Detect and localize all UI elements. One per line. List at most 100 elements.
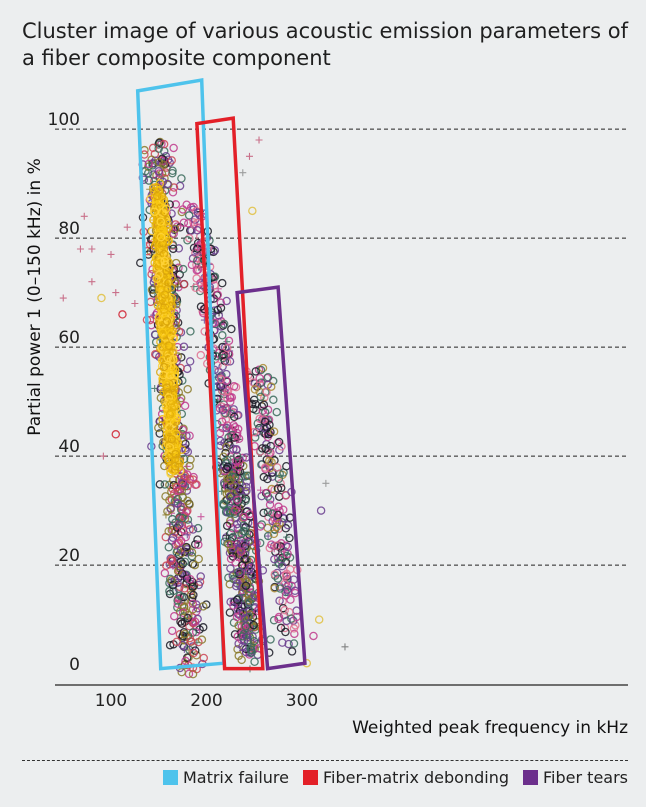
data-point	[274, 474, 284, 484]
data-point	[162, 317, 172, 326]
data-point	[155, 480, 165, 489]
data-point	[219, 319, 229, 329]
data-point	[251, 399, 260, 409]
data-point	[187, 260, 197, 270]
data-point	[154, 192, 163, 202]
data-point	[185, 525, 194, 534]
data-point	[233, 644, 242, 654]
data-point	[232, 456, 241, 466]
data-point	[287, 614, 296, 623]
data-point	[169, 143, 178, 153]
data-point	[248, 632, 257, 641]
data-point	[167, 156, 176, 165]
x-tick-label: 300	[286, 691, 318, 711]
data-point	[189, 590, 198, 600]
data-point	[272, 522, 282, 532]
data-point	[183, 531, 191, 539]
data-point	[241, 537, 250, 547]
data-point	[165, 586, 174, 596]
outlier-point	[309, 631, 318, 641]
data-point	[154, 138, 164, 148]
data-point	[173, 494, 182, 504]
data-point	[270, 525, 279, 534]
data-point	[259, 400, 269, 410]
data-point	[287, 647, 297, 656]
data-point	[235, 567, 245, 576]
data-point	[144, 159, 154, 169]
data-point	[222, 521, 232, 531]
data-point	[186, 327, 195, 336]
data-point	[167, 448, 176, 457]
data-point	[249, 636, 259, 646]
data-point	[191, 283, 200, 293]
data-point	[184, 211, 194, 220]
x-tick-label: 100	[95, 691, 127, 711]
data-point	[226, 397, 235, 407]
data-point	[157, 192, 167, 201]
data-point	[216, 375, 226, 384]
data-point	[190, 617, 200, 626]
data-point	[188, 582, 197, 591]
data-point	[230, 509, 240, 519]
data-point	[193, 265, 203, 275]
data-point	[222, 532, 230, 540]
legend-swatch-matrix-failure	[162, 770, 178, 785]
data-point	[235, 486, 245, 495]
data-point	[165, 443, 175, 452]
data-point	[282, 461, 291, 471]
data-point	[191, 627, 201, 637]
data-point	[269, 427, 279, 436]
data-point	[150, 203, 159, 213]
data-point	[154, 270, 164, 280]
data-point	[258, 363, 268, 373]
data-point	[273, 484, 283, 493]
data-point	[267, 540, 276, 549]
data-point	[182, 200, 191, 209]
data-point	[240, 541, 250, 551]
data-point	[159, 160, 168, 169]
legend-swatch-fiber-matrix-debonding	[302, 770, 318, 785]
data-point	[232, 445, 241, 454]
data-point	[194, 580, 203, 590]
data-point	[154, 144, 163, 153]
data-point	[173, 596, 182, 605]
data-point	[160, 276, 169, 285]
data-point	[172, 483, 182, 492]
data-point	[273, 574, 283, 583]
data-point	[275, 506, 284, 516]
data-point	[185, 461, 194, 471]
data-point	[233, 632, 243, 641]
data-point	[197, 635, 207, 644]
data-point	[180, 401, 190, 411]
data-point	[160, 271, 170, 280]
data-point	[272, 514, 282, 523]
data-point	[245, 598, 254, 607]
data-point	[148, 143, 158, 153]
data-point	[163, 507, 172, 516]
data-point	[169, 334, 178, 344]
data-point	[168, 533, 178, 543]
data-point	[155, 179, 165, 188]
data-point	[233, 410, 243, 420]
data-point	[221, 376, 231, 385]
legend-label: Fiber-matrix debonding	[322, 768, 510, 787]
data-point	[256, 392, 265, 402]
data-point	[184, 219, 193, 228]
data-point	[190, 540, 200, 549]
data-point	[178, 264, 188, 274]
data-point	[169, 388, 178, 398]
data-point	[184, 610, 193, 620]
data-point	[234, 456, 244, 466]
data-point	[173, 599, 183, 609]
data-point	[176, 460, 184, 468]
data-point	[158, 309, 168, 318]
data-point	[170, 611, 179, 621]
data-point	[178, 631, 188, 641]
data-point	[229, 382, 239, 391]
data-point	[232, 579, 242, 588]
legend-item-fiber-tears: Fiber tears	[523, 768, 628, 787]
legend: Matrix failure Fiber-matrix debonding Fi…	[162, 768, 628, 787]
data-point	[222, 343, 232, 353]
data-point	[180, 557, 190, 567]
data-point	[155, 251, 165, 260]
